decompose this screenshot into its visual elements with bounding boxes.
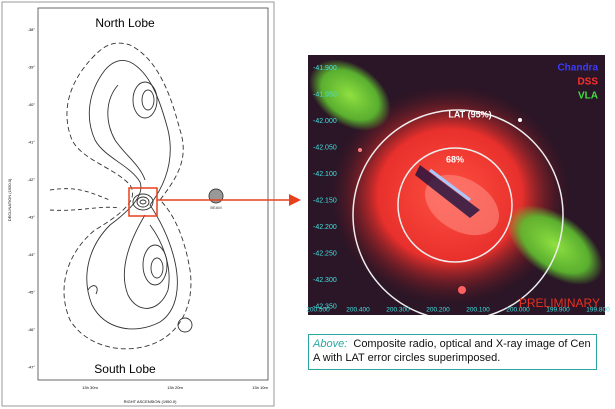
y-tick-label: -41° bbox=[28, 140, 36, 145]
y-tick-label: -41.950 bbox=[313, 91, 337, 98]
north-label: North Lobe bbox=[95, 16, 155, 30]
watermark: PRELIMINARY bbox=[519, 296, 600, 310]
y-tick-label: -42.100 bbox=[313, 171, 337, 178]
beam-label: BEAM bbox=[210, 205, 221, 210]
composite-image bbox=[296, 45, 615, 320]
y-tick-label: -44° bbox=[28, 252, 36, 257]
inner-circle-label: 68% bbox=[446, 154, 464, 164]
y-tick-label: -46° bbox=[28, 327, 36, 332]
y-tick-label: -43° bbox=[28, 215, 36, 220]
y-tick-label: -40° bbox=[28, 102, 36, 107]
slide: North Lobe South Lobe BEAM DECLINATION (… bbox=[0, 0, 615, 409]
x-tick-label: 200.200 bbox=[426, 307, 450, 314]
y-axis-label: DECLINATION (1950.0) bbox=[7, 178, 12, 221]
beam-marker bbox=[209, 189, 223, 203]
y-tick-label: -45° bbox=[28, 290, 36, 295]
outer-circle-label: LAT (95%) bbox=[448, 109, 491, 119]
x-tick-label: 13h 10m bbox=[252, 385, 268, 390]
y-tick-label: -42.250 bbox=[313, 250, 337, 257]
legend-chandra: Chandra bbox=[557, 63, 598, 74]
y-tick-label: -42° bbox=[28, 177, 36, 182]
y-tick-label: -42.300 bbox=[313, 277, 337, 284]
x-tick-label: 13h 20m bbox=[167, 385, 183, 390]
x-tick-label: 200.300 bbox=[386, 307, 410, 314]
caption-text: Composite radio, optical and X-ray image… bbox=[313, 338, 591, 364]
y-tick-label: -39° bbox=[28, 65, 36, 70]
legend-vla: VLA bbox=[578, 91, 598, 102]
south-label: South Lobe bbox=[94, 362, 156, 376]
legend-dss: DSS bbox=[577, 77, 598, 88]
caption-lead: Above: bbox=[313, 338, 347, 350]
x-tick-label: 200.400 bbox=[346, 307, 370, 314]
y-tick-label: -47° bbox=[28, 365, 36, 370]
y-tick-label: -42.000 bbox=[313, 118, 337, 125]
y-tick-label: -42.150 bbox=[313, 197, 337, 204]
y-tick-label: -38° bbox=[28, 27, 36, 32]
y-tick-label: -42.050 bbox=[313, 144, 337, 151]
map-frame bbox=[2, 2, 274, 406]
x-tick-label: 200.500 bbox=[306, 307, 330, 314]
y-tick-label: -41.900 bbox=[313, 65, 337, 72]
x-axis-label: RIGHT ASCENSION (1950.0) bbox=[124, 399, 178, 404]
x-tick-label: 13h 30m bbox=[82, 385, 98, 390]
y-tick-label: -42.200 bbox=[313, 224, 337, 231]
caption: Above: Composite radio, optical and X-ra… bbox=[308, 334, 597, 370]
x-tick-label: 200.100 bbox=[466, 307, 490, 314]
